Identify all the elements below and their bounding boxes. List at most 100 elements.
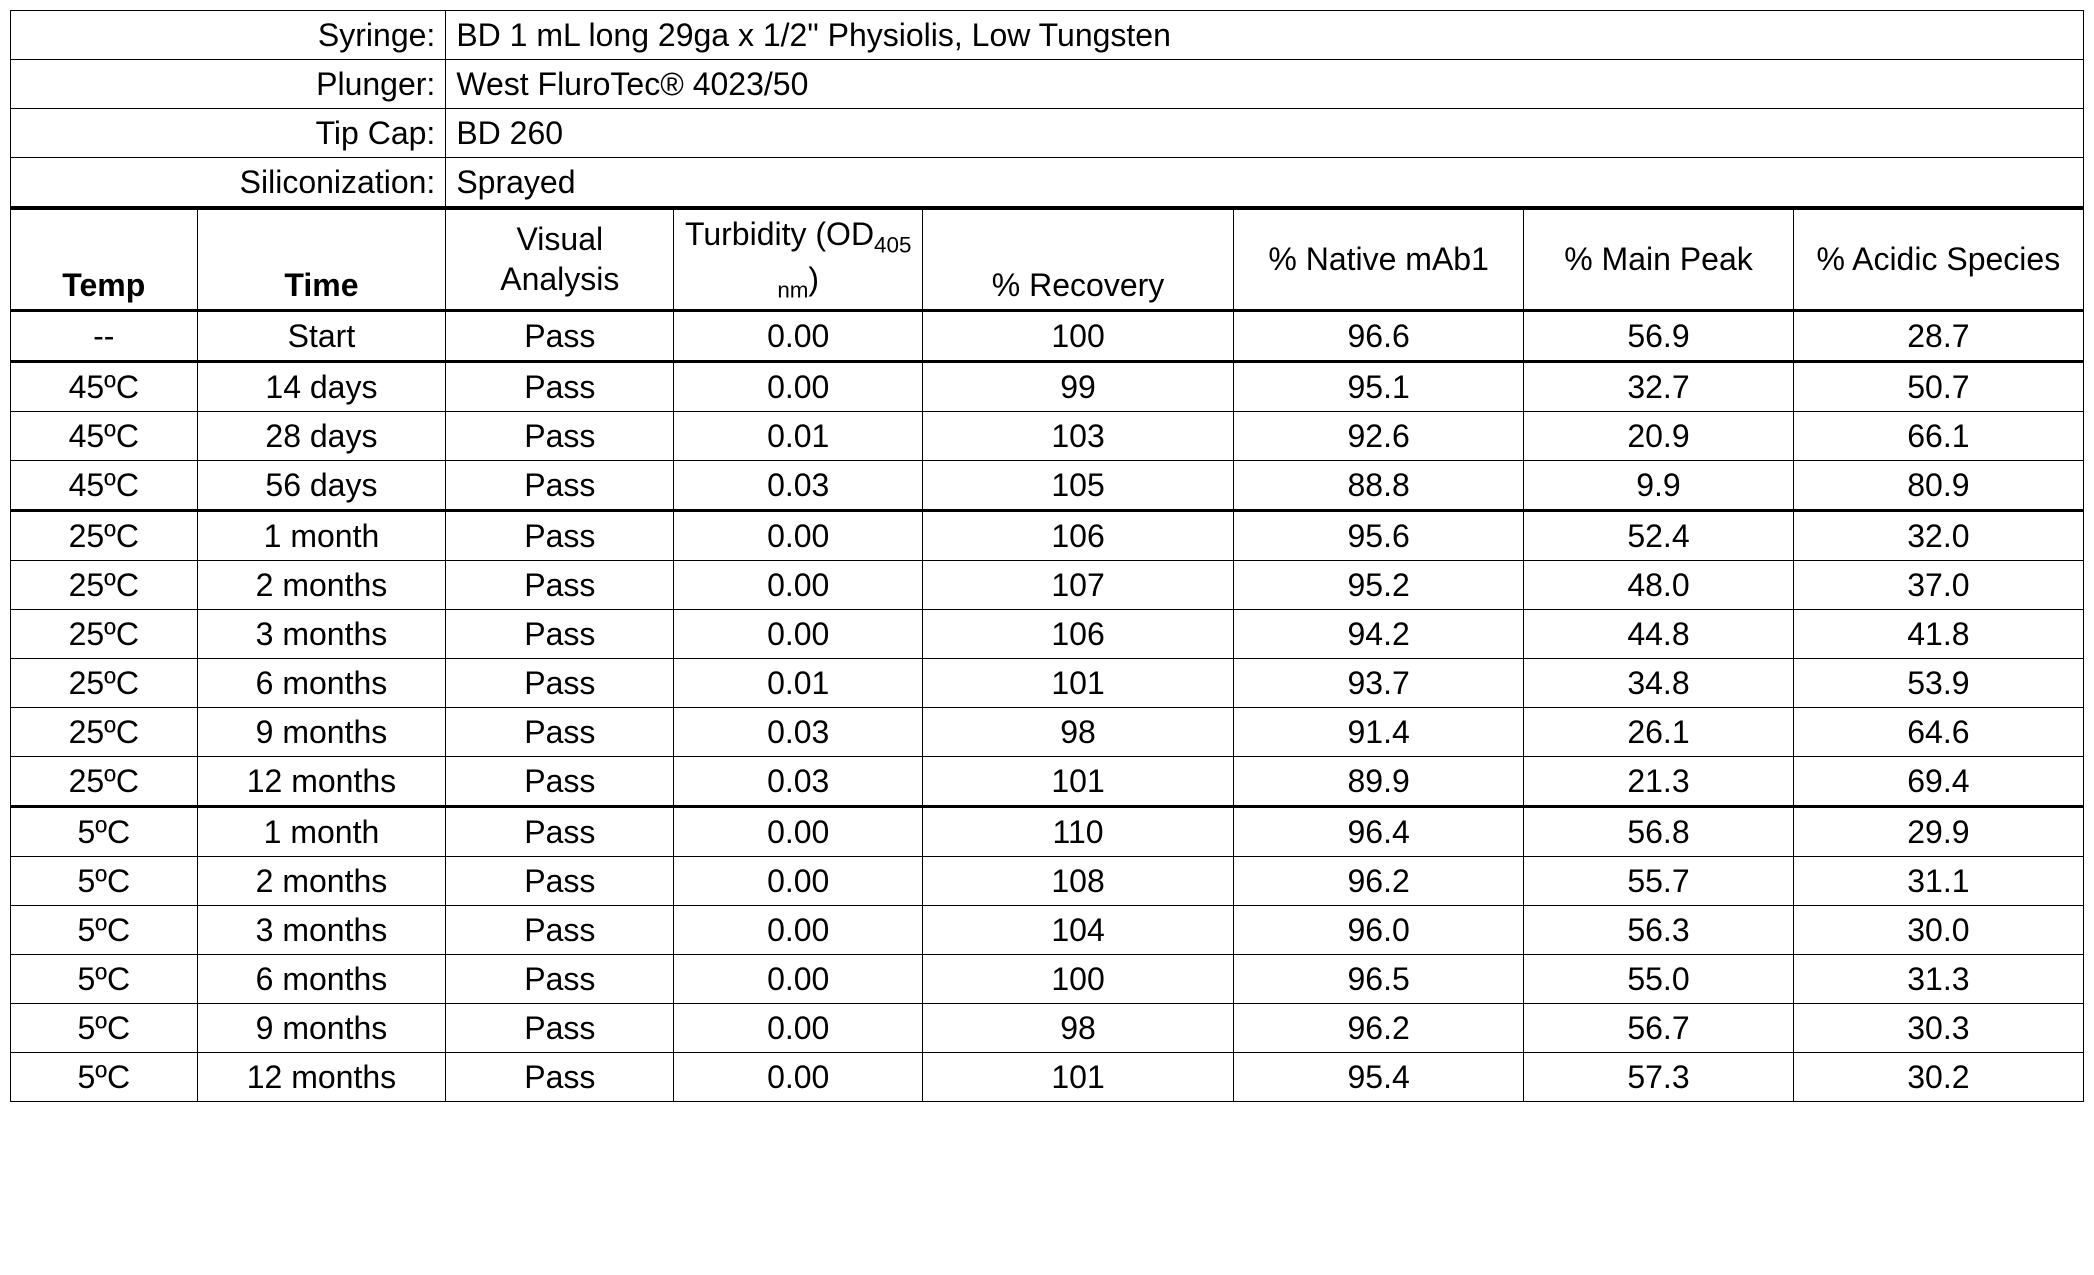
table-row: 5ºC6 monthsPass0.0010096.555.031.3 bbox=[11, 954, 2084, 1003]
cell-visual: Pass bbox=[446, 411, 674, 460]
silicon-label: Siliconization: bbox=[11, 158, 446, 209]
cell-time: 1 month bbox=[197, 806, 446, 856]
cell-nat: 96.6 bbox=[1234, 310, 1524, 361]
cell-time: 2 months bbox=[197, 856, 446, 905]
cell-temp: 25ºC bbox=[11, 707, 198, 756]
cell-rec: 105 bbox=[923, 460, 1234, 510]
cell-main: 56.8 bbox=[1524, 806, 1793, 856]
cell-main: 20.9 bbox=[1524, 411, 1793, 460]
cell-turb: 0.00 bbox=[674, 856, 923, 905]
cell-rec: 99 bbox=[923, 361, 1234, 411]
cell-turb: 0.00 bbox=[674, 1052, 923, 1101]
cell-nat: 92.6 bbox=[1234, 411, 1524, 460]
cell-visual: Pass bbox=[446, 905, 674, 954]
cell-nat: 96.2 bbox=[1234, 1003, 1524, 1052]
table-row: 5ºC3 monthsPass0.0010496.056.330.0 bbox=[11, 905, 2084, 954]
table-row: 25ºC3 monthsPass0.0010694.244.841.8 bbox=[11, 609, 2084, 658]
cell-main: 57.3 bbox=[1524, 1052, 1793, 1101]
syringe-label: Syringe: bbox=[11, 11, 446, 60]
cell-rec: 107 bbox=[923, 560, 1234, 609]
cell-nat: 96.0 bbox=[1234, 905, 1524, 954]
cell-nat: 88.8 bbox=[1234, 460, 1524, 510]
cell-turb: 0.00 bbox=[674, 1003, 923, 1052]
table-row: 45ºC28 daysPass0.0110392.620.966.1 bbox=[11, 411, 2084, 460]
cell-temp: 25ºC bbox=[11, 560, 198, 609]
cell-visual: Pass bbox=[446, 856, 674, 905]
cell-acid: 29.9 bbox=[1793, 806, 2083, 856]
cell-time: 3 months bbox=[197, 609, 446, 658]
cell-nat: 93.7 bbox=[1234, 658, 1524, 707]
cell-acid: 37.0 bbox=[1793, 560, 2083, 609]
cell-visual: Pass bbox=[446, 1003, 674, 1052]
cell-time: 9 months bbox=[197, 707, 446, 756]
cell-rec: 110 bbox=[923, 806, 1234, 856]
header-row: Temp Time Visual Analysis Turbidity (OD4… bbox=[11, 208, 2084, 310]
cell-rec: 108 bbox=[923, 856, 1234, 905]
cell-turb: 0.00 bbox=[674, 905, 923, 954]
cell-time: 2 months bbox=[197, 560, 446, 609]
cell-nat: 91.4 bbox=[1234, 707, 1524, 756]
cell-temp: 25ºC bbox=[11, 609, 198, 658]
cell-rec: 106 bbox=[923, 609, 1234, 658]
cell-nat: 96.5 bbox=[1234, 954, 1524, 1003]
cell-temp: 25ºC bbox=[11, 510, 198, 560]
table-row: 45ºC14 daysPass0.009995.132.750.7 bbox=[11, 361, 2084, 411]
cell-acid: 31.3 bbox=[1793, 954, 2083, 1003]
cell-nat: 96.4 bbox=[1234, 806, 1524, 856]
cell-time: 56 days bbox=[197, 460, 446, 510]
cell-nat: 96.2 bbox=[1234, 856, 1524, 905]
cell-rec: 101 bbox=[923, 1052, 1234, 1101]
table-row: 5ºC12 monthsPass0.0010195.457.330.2 bbox=[11, 1052, 2084, 1101]
hdr-recovery: % Recovery bbox=[923, 208, 1234, 310]
meta-row-syringe: Syringe: BD 1 mL long 29ga x 1/2" Physio… bbox=[11, 11, 2084, 60]
cell-main: 55.0 bbox=[1524, 954, 1793, 1003]
cell-turb: 0.00 bbox=[674, 361, 923, 411]
silicon-value: Sprayed bbox=[446, 158, 2084, 209]
cell-visual: Pass bbox=[446, 756, 674, 806]
plunger-label: Plunger: bbox=[11, 60, 446, 109]
table-row: 25ºC2 monthsPass0.0010795.248.037.0 bbox=[11, 560, 2084, 609]
cell-main: 56.3 bbox=[1524, 905, 1793, 954]
cell-acid: 30.0 bbox=[1793, 905, 2083, 954]
cell-temp: 5ºC bbox=[11, 954, 198, 1003]
cell-turb: 0.01 bbox=[674, 658, 923, 707]
cell-visual: Pass bbox=[446, 954, 674, 1003]
cell-nat: 95.4 bbox=[1234, 1052, 1524, 1101]
cell-temp: 5ºC bbox=[11, 856, 198, 905]
cell-main: 48.0 bbox=[1524, 560, 1793, 609]
cell-nat: 95.2 bbox=[1234, 560, 1524, 609]
cell-visual: Pass bbox=[446, 310, 674, 361]
hdr-temp: Temp bbox=[11, 208, 198, 310]
cell-acid: 50.7 bbox=[1793, 361, 2083, 411]
plunger-value: West FluroTec® 4023/50 bbox=[446, 60, 2084, 109]
cell-main: 21.3 bbox=[1524, 756, 1793, 806]
cell-acid: 80.9 bbox=[1793, 460, 2083, 510]
cell-turb: 0.00 bbox=[674, 310, 923, 361]
cell-time: Start bbox=[197, 310, 446, 361]
cell-time: 12 months bbox=[197, 756, 446, 806]
cell-temp: 45ºC bbox=[11, 361, 198, 411]
table-row: 25ºC9 monthsPass0.039891.426.164.6 bbox=[11, 707, 2084, 756]
cell-turb: 0.03 bbox=[674, 756, 923, 806]
table-row: 25ºC6 monthsPass0.0110193.734.853.9 bbox=[11, 658, 2084, 707]
cell-temp: -- bbox=[11, 310, 198, 361]
cell-time: 1 month bbox=[197, 510, 446, 560]
cell-acid: 66.1 bbox=[1793, 411, 2083, 460]
meta-row-plunger: Plunger: West FluroTec® 4023/50 bbox=[11, 60, 2084, 109]
hdr-turbidity: Turbidity (OD405 nm) bbox=[674, 208, 923, 310]
cell-temp: 5ºC bbox=[11, 806, 198, 856]
tipcap-label: Tip Cap: bbox=[11, 109, 446, 158]
cell-rec: 106 bbox=[923, 510, 1234, 560]
cell-visual: Pass bbox=[446, 658, 674, 707]
cell-visual: Pass bbox=[446, 510, 674, 560]
cell-time: 6 months bbox=[197, 954, 446, 1003]
cell-temp: 5ºC bbox=[11, 905, 198, 954]
cell-main: 55.7 bbox=[1524, 856, 1793, 905]
cell-temp: 45ºC bbox=[11, 411, 198, 460]
cell-nat: 94.2 bbox=[1234, 609, 1524, 658]
cell-rec: 101 bbox=[923, 658, 1234, 707]
cell-turb: 0.00 bbox=[674, 560, 923, 609]
cell-turb: 0.00 bbox=[674, 954, 923, 1003]
cell-rec: 101 bbox=[923, 756, 1234, 806]
hdr-main: % Main Peak bbox=[1524, 208, 1793, 310]
